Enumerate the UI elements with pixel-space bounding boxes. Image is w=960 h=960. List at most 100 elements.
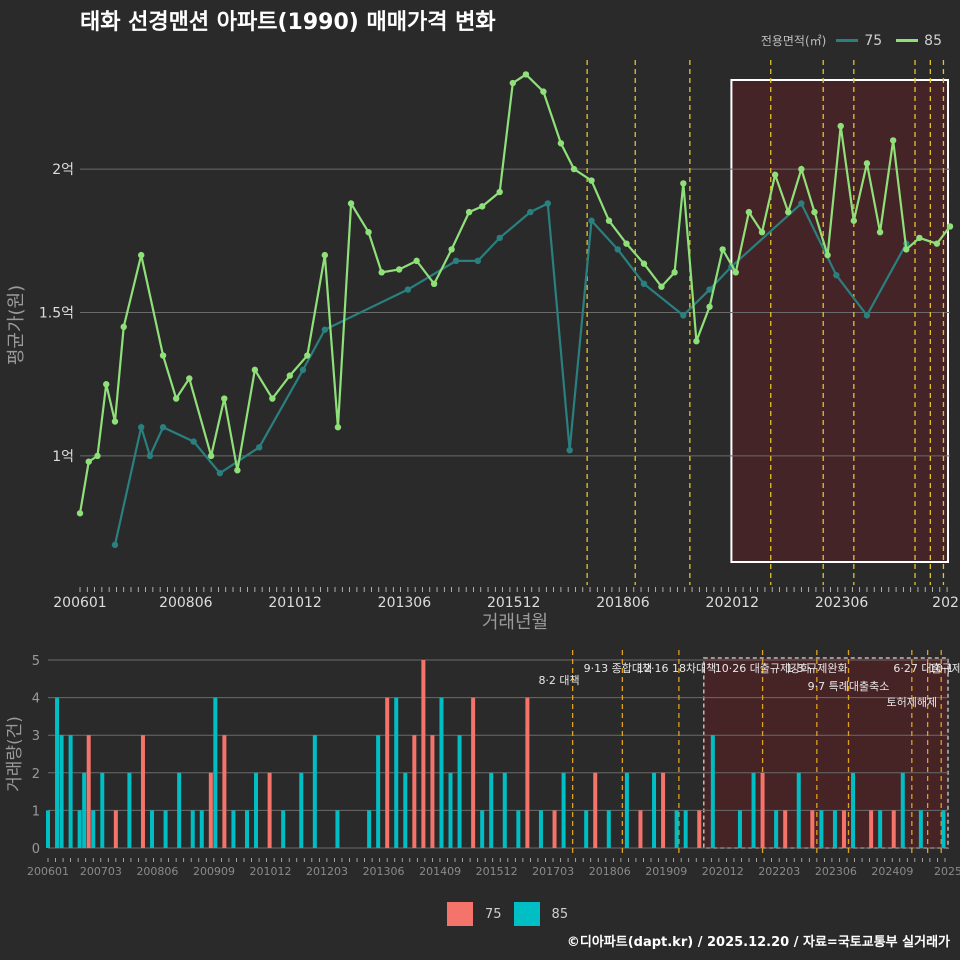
data-point-85 [111,418,119,425]
legend-swatch-75 [836,39,859,42]
data-point-85 [448,246,455,253]
data-point-85 [479,203,486,210]
data-point-75 [640,280,648,288]
legend-bar-label-75: 75 [485,906,502,922]
bar-85 [150,810,155,848]
legend-bar-swatch-85 [513,902,540,926]
data-point-85 [889,137,897,144]
data-point-85 [251,366,259,374]
bar-85 [774,810,779,848]
bar-85 [177,772,182,848]
data-point-85 [365,228,372,236]
data-point-75 [146,452,154,460]
series-line-75 [113,201,908,546]
data-point-75 [544,200,551,207]
data-point-85 [186,375,193,382]
data-point-85 [465,208,473,216]
event-label: 9·13 종합대책 [584,662,652,675]
bar-y-tick-label: 5 [32,654,40,669]
data-point-85 [570,165,578,173]
bar-85 [489,772,494,848]
bar-y-tick-label: 2 [32,767,40,782]
bar-y-tick-label: 4 [32,692,40,707]
x-tick-label: 201306 [378,595,432,611]
data-point-85 [120,323,127,331]
bar-85 [281,810,286,848]
data-point-85 [509,79,517,87]
bar-75 [869,810,874,848]
bar-x-tick-label: 200806 [136,865,178,878]
data-point-75 [256,444,263,451]
legend-bar: 75 85 [447,902,568,926]
x-tick-label: 2025 [932,595,960,611]
bar-85 [941,810,946,848]
bar-85 [624,772,629,848]
data-point-85 [824,251,831,259]
y-tick-label: 2억 [52,162,74,178]
x-tick-label: 201512 [487,595,540,611]
data-point-85 [138,251,145,259]
data-point-85 [496,188,503,196]
bar-75 [421,660,426,848]
event-label: 9·7 특례대출축소 [808,680,890,693]
data-point-75 [111,541,119,549]
y-tick-label: 1.5억 [39,306,74,322]
data-point-85 [850,217,858,224]
data-point-85 [207,452,215,460]
bar-y-tick-label: 0 [32,842,40,857]
data-point-85 [540,88,547,95]
legend-swatch-85 [896,39,919,42]
data-point-85 [745,208,753,216]
data-point-85 [623,240,630,247]
bar-75 [113,810,118,848]
data-point-85 [269,395,276,402]
data-point-85 [395,266,403,273]
legend-line: 전용면적(㎡) 75 85 [761,32,950,49]
data-point-75 [706,286,713,293]
legend-bar-swatch-75 [447,902,473,926]
x-tick-label: 201012 [268,595,321,611]
bar-x-tick-label: 201512 [476,865,518,878]
bar-85 [674,810,679,848]
data-point-85 [903,246,910,253]
bar-85 [918,810,923,848]
data-point-75 [527,208,534,216]
x-tick-label: 202306 [815,595,869,611]
bar-75 [841,810,846,848]
data-point-85 [522,71,530,78]
bar-y-tick-label: 1 [32,804,40,819]
x-tick-label: 200806 [159,595,213,611]
event-label: 토허제해제 [887,695,938,709]
data-point-85 [286,372,294,379]
data-point-85 [706,303,713,310]
data-point-75 [798,200,805,207]
data-point-85 [172,395,180,402]
data-point-85 [758,228,766,236]
x-tick-label: 202012 [706,595,759,611]
bar-85 [448,772,453,848]
event-label: 8·2 대책 [538,674,579,687]
bar-y-axis-title: 거래량(건) [5,716,25,792]
bar-85 [900,772,905,848]
data-point-75 [614,246,621,253]
bar-85 [516,810,521,848]
data-point-85 [159,352,167,359]
data-point-75 [588,217,595,224]
bar-75 [593,772,598,848]
y-axis-title: 평균가(원) [6,285,27,365]
chart-title: 태화 선경맨션 아파트(1990) 매매가격 변화 [80,10,496,35]
bar-x-tick-label: 201306 [363,865,405,878]
bar-85 [457,735,462,848]
data-point-85 [933,240,941,247]
data-point-85 [719,246,726,253]
bar-85 [819,810,824,848]
data-point-85 [588,177,595,184]
bar-75 [661,772,666,848]
data-point-85 [94,452,101,460]
data-point-85 [76,510,84,517]
bar-85 [231,810,236,848]
bar-85 [394,697,399,848]
bar-75 [638,810,643,848]
bar-85 [561,772,566,848]
